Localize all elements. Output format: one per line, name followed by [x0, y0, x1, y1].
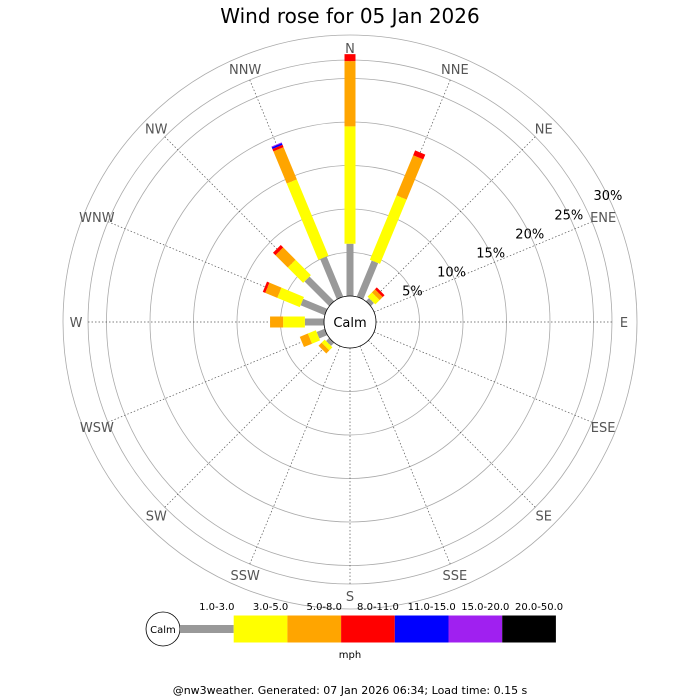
bar-ne-8.0-11.0: [374, 287, 385, 298]
bar-wnw-8.0-11.0: [262, 281, 270, 293]
bar-nw-5.0-8.0: [275, 247, 296, 268]
direction-label-wnw: WNW: [79, 211, 115, 226]
legend-unit: mph: [339, 650, 361, 661]
bar-nne-1.0-3.0: [356, 260, 379, 300]
legend-swatch-20.0-50.0: [502, 615, 556, 643]
bar-nnw-3.0-5.0: [286, 179, 329, 260]
spoke-sw: [164, 340, 332, 508]
spoke-ssw: [249, 345, 341, 565]
spoke-sse: [359, 345, 451, 565]
bar-ne-5.0-8.0: [371, 289, 383, 301]
legend-swatch-3.0-5.0: [233, 615, 288, 643]
bar-nne-5.0-8.0: [396, 155, 424, 200]
legend-label-11.0-15.0: 11.0-15.0: [408, 602, 456, 613]
bar-nnw-5.0-8.0: [273, 147, 297, 184]
ring-label-15: 15%: [476, 246, 505, 261]
direction-label-nw: NW: [145, 122, 168, 137]
legend-swatch-8.0-11.0: [341, 615, 395, 643]
bar-wsw-1.0-3.0: [316, 328, 328, 339]
bar-nw-1.0-3.0: [304, 276, 335, 307]
direction-label-sse: SSE: [442, 569, 467, 584]
legend-calm-label: Calm: [150, 625, 176, 636]
bar-nw-3.0-5.0: [287, 259, 311, 283]
bar-wnw-5.0-8.0: [265, 282, 282, 298]
bar-sw-3.0-5.0: [321, 339, 333, 351]
bar-sw-5.0-8.0: [318, 342, 330, 354]
bar-nw-8.0-11.0: [272, 244, 284, 256]
wind-bars: [262, 54, 426, 354]
direction-label-n: N: [345, 42, 355, 57]
direction-label-wsw: WSW: [80, 421, 114, 436]
legend-swatch-5.0-8.0: [287, 615, 342, 643]
calm-label: Calm: [333, 316, 366, 331]
bar-wnw-1.0-3.0: [300, 298, 328, 316]
legend-label-3.0-5.0: 3.0-5.0: [253, 602, 288, 613]
direction-label-ene: ENE: [590, 211, 616, 226]
legend-label-1.0-3.0: 1.0-3.0: [199, 602, 234, 613]
bar-wsw-5.0-8.0: [299, 333, 313, 348]
bar-sw-1.0-3.0: [326, 337, 335, 346]
ring-label-30: 30%: [594, 189, 623, 204]
bar-wnw-3.0-5.0: [277, 287, 304, 308]
direction-label-se: SE: [536, 510, 552, 525]
legend-swatch-15.0-20.0: [448, 615, 503, 643]
ring-label-25: 25%: [554, 208, 583, 223]
legend-label-15.0-20.0: 15.0-20.0: [461, 602, 509, 613]
legend-label-5.0-8.0: 5.0-8.0: [307, 602, 342, 613]
chart-title: Wind rose for 05 Jan 2026: [220, 4, 480, 28]
legend-label-8.0-11.0: 8.0-11.0: [357, 602, 399, 613]
direction-labels: N NNE NE ENE E ESE SE SSE S SSW SW WSW W WNW NW NNW: [70, 42, 629, 605]
direction-label-ne: NE: [535, 122, 553, 137]
bar-nnw-8.0-11.0: [272, 144, 284, 152]
direction-label-sw: SW: [146, 510, 167, 525]
ring-label-20: 20%: [515, 227, 544, 242]
bar-nnw-11.0-15.0: [271, 143, 283, 149]
footer-text: @nw3weather. Generated: 07 Jan 2026 06:3…: [172, 684, 528, 697]
calm-circle: Calm: [323, 295, 377, 349]
direction-label-s: S: [346, 590, 354, 605]
direction-label-w: W: [70, 316, 83, 331]
direction-label-nnw: NNW: [229, 63, 261, 78]
legend-swatch-11.0-15.0: [394, 615, 449, 643]
legend-swatch-1.0-3.0: [180, 625, 234, 633]
spoke-wsw: [107, 331, 327, 423]
bar-nne-3.0-5.0: [369, 195, 407, 264]
ring-label-10: 10%: [437, 265, 466, 280]
spoke-ese: [373, 331, 593, 423]
direction-label-ssw: SSW: [230, 569, 260, 584]
bar-nne-8.0-11.0: [413, 150, 426, 160]
bar-nnw-1.0-3.0: [320, 256, 344, 300]
spoke-se: [368, 340, 536, 508]
spoke-ene: [373, 221, 593, 313]
ring-labels: 5% 10% 15% 20% 25% 30%: [402, 189, 622, 299]
direction-label-nne: NNE: [441, 63, 469, 78]
spoke-ne: [368, 136, 536, 304]
grid-ring-30: [62, 34, 638, 610]
legend: Calm mph 1.0-3.0 3.0-5.0 5.0-8.0 8.0-11.0 11…: [145, 602, 563, 661]
bar-wsw-3.0-5.0: [307, 330, 321, 344]
bar-ne-1.0-3.0: [365, 298, 374, 307]
direction-label-ese: ESE: [591, 421, 616, 436]
ring-label-5: 5%: [402, 285, 423, 300]
legend-label-20.0-50.0: 20.0-50.0: [515, 602, 563, 613]
bar-ne-3.0-5.0: [367, 292, 380, 305]
direction-label-e: E: [620, 316, 628, 331]
